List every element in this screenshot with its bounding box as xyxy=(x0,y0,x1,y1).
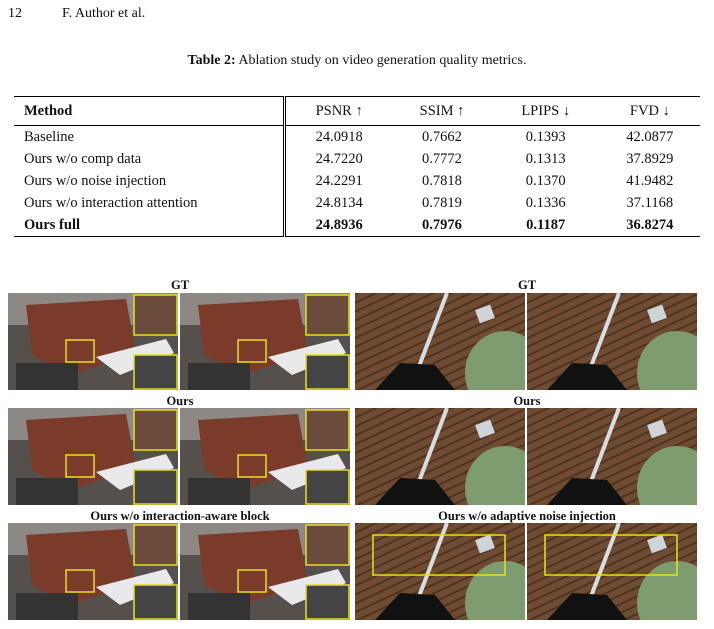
metric-cell: 0.7772 xyxy=(422,150,462,167)
metric-cell: 0.7976 xyxy=(422,216,462,233)
metric-cell: 24.8936 xyxy=(315,216,363,233)
metric-cell: 0.1187 xyxy=(526,216,566,233)
metric-cell: 24.8134 xyxy=(315,194,363,211)
panel-label: Ours xyxy=(166,394,194,408)
metric-cell: 37.1168 xyxy=(626,194,674,211)
metric-cell: 0.1393 xyxy=(525,128,566,145)
metric-cell: 24.2291 xyxy=(315,172,363,189)
table-row: Ours w/o comp data 24.7220 0.7772 0.1313 37.… xyxy=(14,148,700,170)
table-row: Ours w/o noise injection 24.2291 0.7818 0.1… xyxy=(14,170,700,192)
video-frame xyxy=(355,408,525,505)
metric-cell: 0.7662 xyxy=(422,128,462,145)
method-cell: Ours full xyxy=(14,214,286,237)
caption-text: Ablation study on video generation quali… xyxy=(238,53,527,68)
table-row: Ours full 24.8936 0.7976 0.1187 36.8274 xyxy=(14,214,700,237)
method-cell: Ours w/o comp data xyxy=(14,148,286,170)
table-row: Ours w/o interaction attention 24.8134 0.7… xyxy=(14,192,700,214)
method-cell: Ours w/o interaction attention xyxy=(14,192,286,214)
results-table: Method PSNR ↑ SSIM ↑ LPIPS ↓ FVD ↓ Baseline 24… xyxy=(14,96,700,237)
video-frame xyxy=(8,523,178,620)
metric-cell: 0.7818 xyxy=(422,172,462,189)
table-row: Baseline 24.0918 0.7662 0.1393 42.0877 xyxy=(14,125,700,148)
page-number: 12 xyxy=(8,6,22,21)
panel-label: GT xyxy=(170,278,190,292)
metric-cell: 41.9482 xyxy=(626,172,674,189)
column-header: LPIPS ↓ xyxy=(491,96,600,126)
column-header: Method xyxy=(14,96,286,126)
video-frame xyxy=(355,523,525,620)
column-header: PSNR ↑ xyxy=(284,96,393,126)
metric-cell: 0.7819 xyxy=(422,194,462,211)
video-frame xyxy=(8,408,178,505)
video-frame xyxy=(180,293,350,390)
header-row: Method PSNR ↑ SSIM ↑ LPIPS ↓ FVD ↓ xyxy=(14,96,700,126)
column-header: SSIM ↑ xyxy=(392,96,492,126)
video-frame xyxy=(180,523,350,620)
video-frame xyxy=(180,408,350,505)
panel-label: Ours xyxy=(513,394,541,408)
metric-cell: 36.8274 xyxy=(626,216,674,233)
metric-cell: 0.1336 xyxy=(525,194,566,211)
table-caption: Table 2: Ablation study on video generat… xyxy=(0,53,714,69)
panel-label: GT xyxy=(517,278,537,292)
metric-cell: 0.1370 xyxy=(525,172,566,189)
metric-cell: 37.8929 xyxy=(626,150,674,167)
video-frame xyxy=(355,293,525,390)
video-frame xyxy=(527,408,697,505)
method-cell: Baseline xyxy=(14,125,286,148)
panel-label: Ours w/o adaptive noise injection xyxy=(438,509,616,523)
video-frame xyxy=(527,523,697,620)
column-header: FVD ↓ xyxy=(599,96,700,126)
metric-cell: 42.0877 xyxy=(626,128,674,145)
video-frame xyxy=(8,293,178,390)
metric-cell: 0.1313 xyxy=(525,150,566,167)
metric-cell: 24.7220 xyxy=(315,150,363,167)
caption-label: Table 2: xyxy=(187,53,236,68)
panel-label: Ours w/o interaction-aware block xyxy=(90,509,270,523)
metric-cell: 24.0918 xyxy=(315,128,363,145)
method-cell: Ours w/o noise injection xyxy=(14,170,286,192)
video-frame xyxy=(527,293,697,390)
running-header: F. Author et al. xyxy=(62,6,146,21)
